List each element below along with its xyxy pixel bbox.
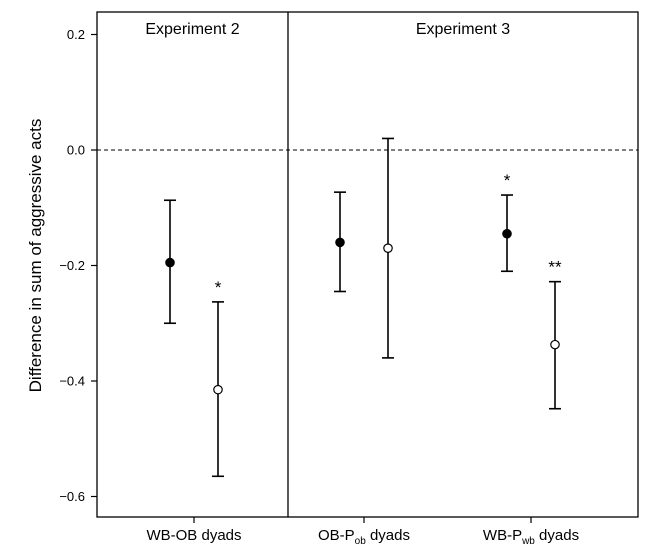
y-tick-label: −0.2 xyxy=(59,258,85,273)
plot-frame xyxy=(96,11,639,518)
y-axis-label: Difference in sum of aggressive acts xyxy=(26,119,45,393)
significance-label: ** xyxy=(548,258,562,277)
y-tick-label: −0.6 xyxy=(59,489,85,504)
y-tick-label: 0.0 xyxy=(67,143,85,158)
axes: 0.2 0.0 −0.2 −0.4 −0.6 Difference in sum of a… xyxy=(26,11,639,547)
open-point xyxy=(550,339,560,350)
x-category-label: OB-Pob dyads xyxy=(318,527,410,547)
significance-label: * xyxy=(504,171,511,190)
filled-point xyxy=(335,237,345,248)
filled-point xyxy=(502,228,512,239)
filled-point xyxy=(165,257,175,268)
y-tick-label: −0.4 xyxy=(59,374,85,389)
marks: **** xyxy=(164,137,562,478)
open-point xyxy=(213,384,223,395)
x-category-label: WB-OB dyads xyxy=(146,527,241,544)
x-category-label: WB-Pwb dyads xyxy=(483,527,579,547)
significance-label: * xyxy=(215,278,222,297)
panel-title-1: Experiment 2 xyxy=(145,21,239,38)
y-tick-label: 0.2 xyxy=(67,27,85,42)
open-point xyxy=(383,243,393,253)
panel-title-2: Experiment 3 xyxy=(416,21,510,38)
